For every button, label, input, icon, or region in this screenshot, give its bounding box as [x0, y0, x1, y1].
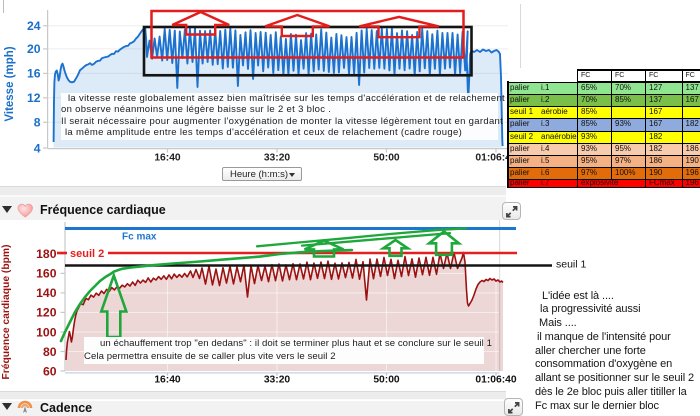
svg-text:60: 60: [43, 364, 57, 378]
svg-text:160: 160: [36, 267, 57, 281]
svg-text:33:20: 33:20: [264, 153, 291, 164]
svg-text:8: 8: [34, 116, 41, 130]
svg-text:12: 12: [27, 91, 41, 105]
svg-text:50:00: 50:00: [373, 375, 400, 386]
svg-text:01:06:40: 01:06:40: [475, 153, 516, 164]
svg-text:01:06:40: 01:06:40: [475, 375, 516, 386]
svg-text:180: 180: [36, 247, 57, 261]
svg-text:Fréquence cardiaque (bpm): Fréquence cardiaque (bpm): [1, 244, 12, 379]
svg-text:20: 20: [27, 42, 41, 56]
svg-text:140: 140: [36, 286, 57, 300]
svg-text:120: 120: [36, 306, 57, 320]
svg-text:33:20: 33:20: [264, 375, 291, 386]
svg-text:4: 4: [34, 141, 41, 155]
svg-text:Vitesse (mph): Vitesse (mph): [4, 46, 16, 121]
svg-text:24: 24: [27, 19, 41, 33]
svg-text:16:40: 16:40: [154, 375, 181, 386]
svg-text:16: 16: [27, 67, 41, 81]
svg-text:seuil 1: seuil 1: [556, 259, 587, 271]
svg-text:100: 100: [36, 325, 57, 339]
svg-text:80: 80: [43, 345, 57, 359]
svg-text:Fc max: Fc max: [122, 232, 157, 243]
svg-text:16:40: 16:40: [154, 153, 181, 164]
svg-text:seuil 2: seuil 2: [70, 248, 104, 260]
svg-text:50:00: 50:00: [373, 153, 400, 164]
